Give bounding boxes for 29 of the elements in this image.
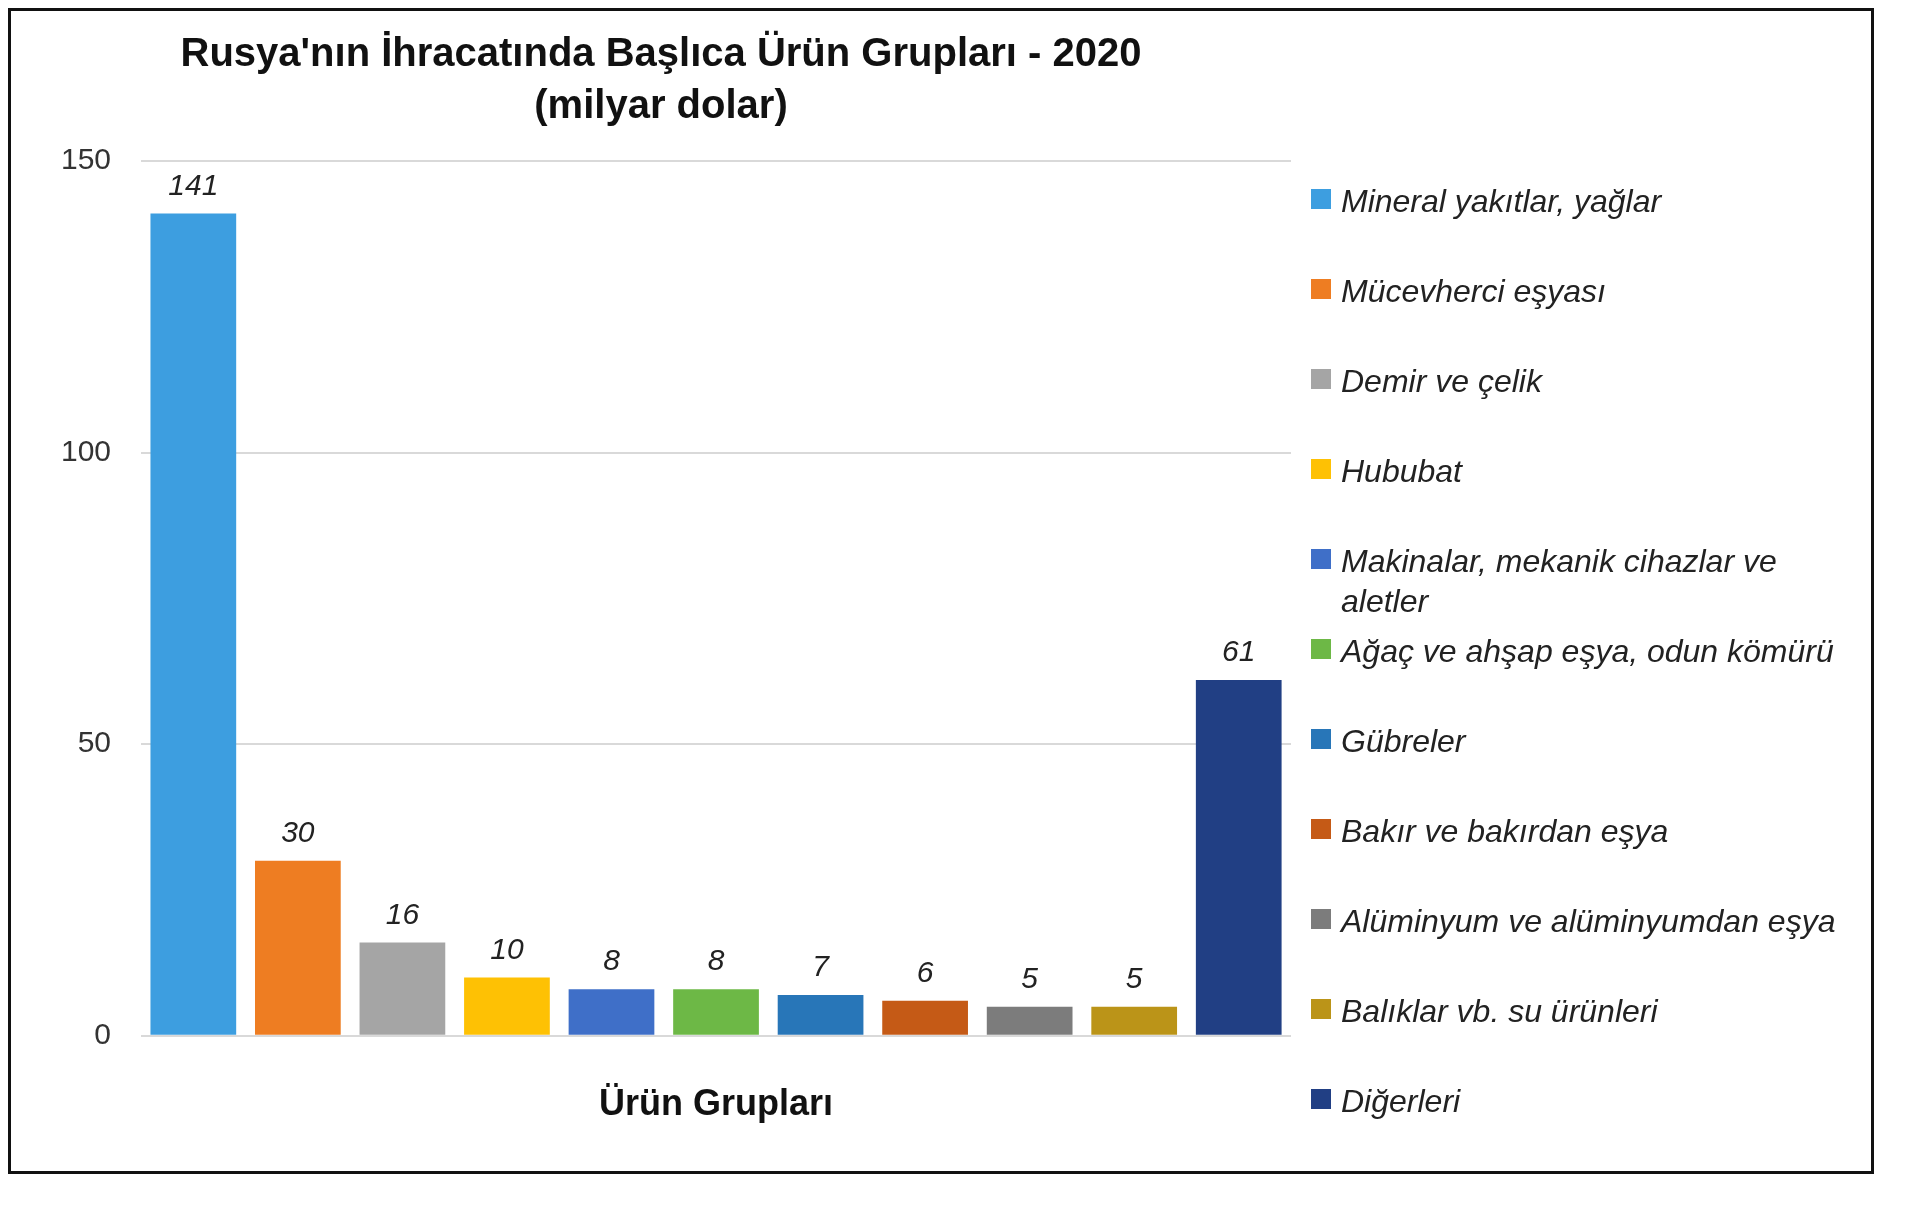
data-label: 10 <box>490 931 524 965</box>
legend-label: Demir ve çelik <box>1341 362 1542 401</box>
legend-label: Diğerleri <box>1341 1082 1461 1121</box>
legend-label: Gübreler <box>1341 722 1466 761</box>
data-label: 7 <box>812 949 831 983</box>
data-label: 5 <box>1125 960 1143 994</box>
data-label: 5 <box>1021 960 1039 994</box>
legend-label: Makinalar, mekanik cihazlar ve aletler <box>1341 542 1778 621</box>
legend-label: Mücevherci eşyası <box>1341 272 1606 311</box>
y-tick-label: 0 <box>94 1017 112 1051</box>
x-axis-title: Ürün Grupları <box>599 1082 834 1124</box>
legend-label: Alüminyum ve alüminyumdan eşya <box>1341 902 1836 941</box>
data-label: 8 <box>707 943 725 977</box>
y-tick-label: 100 <box>60 433 112 467</box>
chart-title: Rusya'nın İhracatında Başlıca Ürün Grupları - 2020 <box>180 30 1142 75</box>
y-tick-label: 150 <box>60 142 112 176</box>
data-label: 141 <box>168 167 219 201</box>
legend-label: Bakır ve bakırdan eşya <box>1341 812 1669 851</box>
legend-label: Hububat <box>1341 452 1462 491</box>
y-tick-label: 50 <box>77 725 112 759</box>
data-label: 61 <box>1222 634 1256 668</box>
chart-subtitle: (milyar dolar) <box>534 82 788 127</box>
data-label: 8 <box>603 943 621 977</box>
legend-label: Balıklar vb. su ürünleri <box>1341 992 1658 1031</box>
data-label: 6 <box>916 955 934 989</box>
data-label: 30 <box>281 815 315 849</box>
legend-label: Ağaç ve ahşap eşya, odun kömürü <box>1341 632 1834 671</box>
legend-label: Mineral yakıtlar, yağlar <box>1341 182 1662 221</box>
data-label: 16 <box>385 896 420 930</box>
